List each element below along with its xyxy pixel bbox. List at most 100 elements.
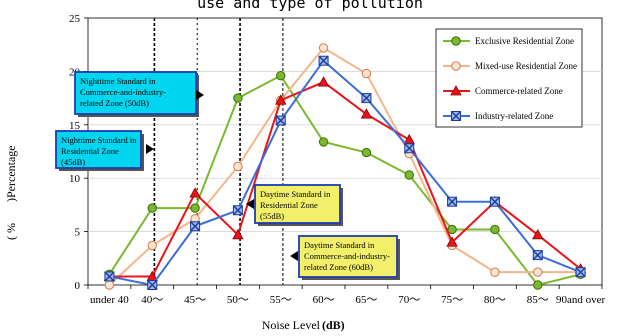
data-point-cross bbox=[489, 196, 500, 207]
x-tick-label: 55～ bbox=[270, 294, 292, 306]
x-tick-label: 90and over bbox=[556, 294, 606, 306]
data-point bbox=[190, 203, 200, 213]
data-point bbox=[318, 137, 329, 147]
x-axis-unit: (dB) bbox=[322, 318, 345, 332]
data-point bbox=[490, 267, 500, 277]
legend-entry: Commerce-related Zone bbox=[443, 85, 563, 96]
annotation-arrow bbox=[146, 144, 154, 154]
legend-label: Mixed-use Residential Zone bbox=[475, 61, 577, 71]
chart-title: use and type of pollution bbox=[197, 0, 423, 12]
data-point bbox=[147, 240, 157, 251]
data-point-cross bbox=[232, 205, 243, 216]
data-point bbox=[317, 76, 330, 87]
x-tick-label: 70～ bbox=[398, 294, 420, 306]
standard-lines bbox=[153, 18, 284, 285]
series-industry-related-zone bbox=[104, 55, 586, 290]
data-point bbox=[189, 187, 201, 198]
series-line bbox=[109, 59, 581, 287]
x-tick-label: 60～ bbox=[313, 294, 335, 306]
data-point bbox=[532, 228, 544, 240]
annotation-text: Daytime Standard in bbox=[260, 189, 331, 199]
data-point bbox=[233, 161, 243, 172]
data-point bbox=[318, 43, 329, 53]
y-axis-label-main: )Percentage bbox=[4, 145, 18, 202]
annotation-text: Commerce-and-industry- bbox=[304, 251, 390, 261]
annotation-text: (55dB) bbox=[260, 211, 284, 221]
y-axis-label: ( % bbox=[4, 223, 18, 240]
data-point-cross bbox=[447, 196, 458, 207]
legend-label: Exclusive Residential Zone bbox=[475, 36, 574, 46]
y-tick-label: 10 bbox=[69, 173, 81, 185]
legend-entry: Exclusive Residential Zone bbox=[443, 36, 574, 46]
annotation-text: Residential Zone bbox=[61, 146, 119, 156]
data-point bbox=[361, 147, 372, 158]
legend-box bbox=[435, 28, 583, 128]
data-point-cross bbox=[575, 267, 586, 278]
annotation-box bbox=[74, 71, 197, 115]
data-point-cross bbox=[318, 55, 329, 66]
data-point bbox=[404, 170, 414, 180]
data-point bbox=[104, 280, 115, 290]
annotation-text: Nighttime Standard in bbox=[61, 135, 137, 145]
annotation-text: Nighttime Standard in bbox=[80, 76, 156, 86]
data-point bbox=[450, 85, 462, 96]
annotation-text: Daytime Standard in bbox=[304, 240, 375, 250]
legend-label: Commerce-related Zone bbox=[475, 86, 563, 96]
data-point-cross bbox=[451, 111, 461, 121]
annotation-arrow bbox=[290, 251, 298, 261]
data-point-cross bbox=[104, 271, 115, 282]
annotation-box bbox=[55, 130, 142, 169]
x-axis: under 40 40～ 45～ 50～ 55～ 60～ 65～ 70～ 75～ 80～ 85～ 90… bbox=[87, 285, 606, 306]
data-point bbox=[275, 94, 287, 105]
x-tick-label: under 40 bbox=[90, 294, 129, 306]
data-point bbox=[490, 224, 500, 235]
legend-entry: Mixed-use Residential Zone bbox=[443, 61, 577, 71]
annotation-text: related Zone (50dB) bbox=[80, 98, 149, 108]
data-point bbox=[533, 280, 543, 290]
series-line bbox=[109, 80, 582, 278]
data-point bbox=[276, 70, 286, 81]
annotation-text: (45dB) bbox=[61, 157, 85, 167]
annotation-arrow bbox=[246, 199, 254, 209]
standard-annotation: Nighttime Standard inCommerce-and-indust… bbox=[74, 71, 204, 117]
x-tick-label: 45～ bbox=[184, 294, 206, 306]
annotation-box bbox=[298, 235, 398, 278]
annotation-text: related Zone (60dB) bbox=[304, 262, 373, 272]
data-point bbox=[360, 108, 373, 119]
data-point-cross bbox=[361, 93, 372, 104]
x-tick-label: 40～ bbox=[141, 294, 163, 306]
annotation-text: Commerce-and-industry- bbox=[80, 87, 166, 97]
data-point bbox=[447, 224, 457, 235]
y-tick-label: 5 bbox=[75, 227, 81, 239]
annotation-text: Residential Zone bbox=[260, 200, 318, 210]
series-line bbox=[108, 46, 581, 286]
data-point bbox=[446, 236, 458, 247]
data-point-cross bbox=[190, 221, 201, 232]
data-point-cross bbox=[147, 280, 158, 290]
x-axis-label: Noise Level bbox=[262, 318, 321, 332]
x-tick-label: 85～ bbox=[527, 294, 549, 306]
y-tick-label: 15 bbox=[69, 120, 81, 132]
annotation-box bbox=[254, 184, 341, 224]
legend-entry: Industry-related Zone bbox=[443, 111, 553, 121]
y-tick-label: 25 bbox=[69, 13, 81, 25]
annotation-arrow bbox=[196, 90, 204, 100]
legend-label: Industry-related Zone bbox=[475, 111, 553, 121]
data-point-cross bbox=[532, 250, 543, 261]
standard-annotation: Daytime Standard inCommerce-and-industry… bbox=[290, 235, 400, 280]
x-tick-label: 65～ bbox=[355, 294, 377, 306]
x-tick-label: 80～ bbox=[484, 294, 506, 306]
data-point-cross bbox=[404, 143, 415, 154]
data-point bbox=[451, 61, 461, 71]
data-point bbox=[361, 68, 372, 79]
data-point bbox=[232, 228, 244, 240]
x-tick-label: 50～ bbox=[227, 294, 249, 306]
y-tick-label: 0 bbox=[75, 280, 81, 292]
data-point bbox=[533, 267, 543, 277]
data-point bbox=[233, 93, 243, 103]
x-tick-label: 75～ bbox=[441, 294, 463, 306]
data-point bbox=[147, 203, 157, 213]
